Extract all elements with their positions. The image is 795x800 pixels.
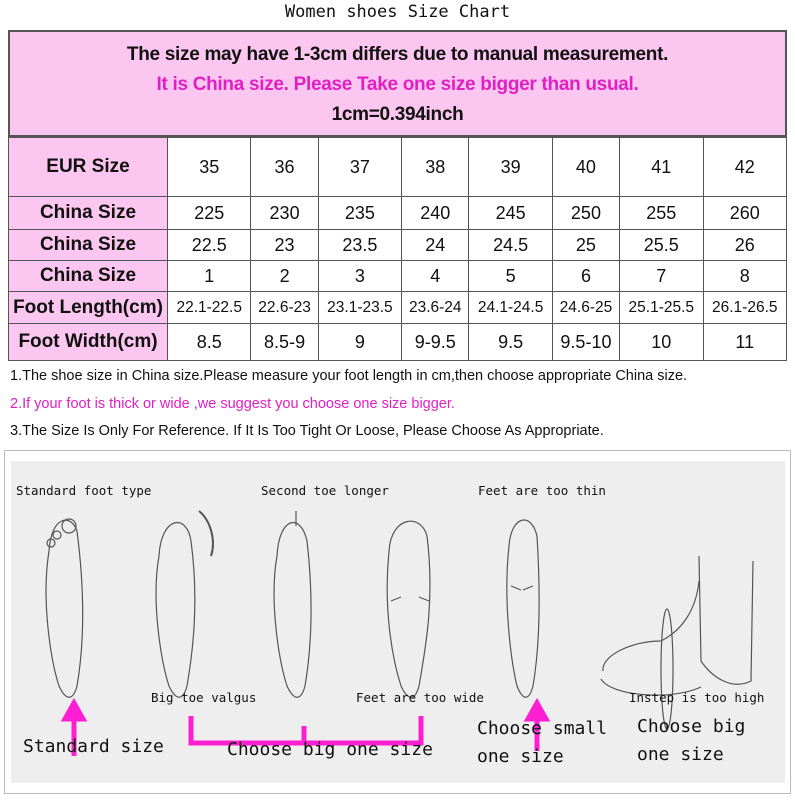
table-cell: 23.6-24 (401, 291, 470, 324)
table-cell: 230 (250, 196, 319, 230)
table-cell: 39 (468, 137, 553, 197)
table-cell: 24.6-25 (551, 291, 621, 324)
table-cell: 5 (468, 260, 553, 292)
table-cell: 8.5-9 (250, 323, 319, 361)
table-cell: 9-9.5 (401, 323, 470, 361)
table-row: China Size 225 230 235 240 245 250 255 260 (8, 196, 788, 230)
table-cell: 24 (401, 229, 470, 261)
table-cell: 25.1-25.5 (619, 291, 704, 324)
size-table: EUR Size 35 36 37 38 39 40 41 42 China Size 225 230… (8, 137, 788, 361)
table-cell: 240 (401, 196, 470, 230)
table-cell: 42 (702, 137, 788, 197)
table-cell: 1 (166, 260, 252, 292)
bracket-choose-big-icon (188, 716, 424, 746)
table-cell: 9 (317, 323, 403, 361)
table-cell: 41 (619, 137, 704, 197)
arrow-up-standard-icon (60, 697, 88, 756)
table-cell: 35 (166, 137, 252, 197)
notice-conversion: 1cm=0.394inch (331, 104, 464, 125)
table-cell: 10 (619, 323, 704, 361)
table-row: EUR Size 35 36 37 38 39 40 41 42 (8, 137, 788, 197)
table-cell: 9.5-10 (551, 323, 621, 361)
table-cell: 7 (619, 260, 704, 292)
table-cell: 260 (702, 196, 788, 230)
notice-china-size: It is China size. Please Take one size b… (156, 74, 639, 95)
notice-measurement: The size may have 1-3cm differs due to m… (126, 44, 669, 65)
note-3: 3.The Size Is Only For Reference. If It … (10, 423, 604, 439)
label-choose-big-one-size: Choose big one size (227, 739, 433, 760)
table-row: Foot Width(cm) 8.5 8.5-9 9 9-9.5 9.5 9.5-10 10 1… (8, 323, 788, 361)
label-standard-size: Standard size (23, 736, 164, 757)
note-2: 2.If your foot is thick or wide ,we sugg… (10, 396, 455, 412)
foot-big-toe-valgus-icon (155, 510, 214, 698)
label-too-thin: Feet are too thin (478, 483, 606, 498)
row-header: China Size (8, 229, 168, 261)
table-cell: 36 (250, 137, 319, 197)
table-cell: 22.5 (166, 229, 252, 261)
table-cell: 6 (551, 260, 621, 292)
table-cell: 245 (468, 196, 553, 230)
page-title: Women shoes Size Chart (284, 2, 511, 22)
table-cell: 3 (317, 260, 403, 292)
notice-banner: The size may have 1-3cm differs due to m… (8, 30, 787, 137)
table-cell: 22.6-23 (250, 291, 319, 324)
row-header: EUR Size (8, 137, 168, 197)
table-cell: 2 (250, 260, 319, 292)
label-instep-high: Instep is too high (629, 690, 765, 705)
table-cell: 22.1-22.5 (166, 291, 252, 324)
table-row: Foot Length(cm) 22.1-22.5 22.6-23 23.1-23.5… (8, 291, 788, 324)
foot-too-thin-icon (506, 519, 540, 698)
table-row: China Size 1 2 3 4 5 6 7 8 (8, 260, 788, 292)
foot-second-toe-icon (273, 511, 312, 698)
foot-side-view-icon (600, 555, 754, 730)
table-cell: 40 (551, 137, 621, 197)
row-header: China Size (8, 260, 168, 292)
foot-type-diagram: Standard foot type Second toe longer Fee… (4, 450, 791, 794)
table-cell: 11 (702, 323, 788, 361)
table-cell: 9.5 (468, 323, 553, 361)
arrow-up-small-icon (523, 697, 551, 751)
foot-too-wide-icon (386, 520, 431, 698)
label-big-toe-valgus: Big toe valgus (151, 690, 257, 705)
table-cell: 26.1-26.5 (702, 291, 788, 324)
table-cell: 24.5 (468, 229, 553, 261)
foot-standard-icon (45, 518, 84, 698)
table-cell: 38 (401, 137, 470, 197)
foot-illustrations (45, 510, 754, 756)
row-header: Foot Width(cm) (8, 323, 168, 361)
label-too-wide: Feet are too wide (356, 690, 484, 705)
table-cell: 8.5 (166, 323, 252, 361)
table-cell: 4 (401, 260, 470, 292)
table-cell: 250 (551, 196, 621, 230)
label-standard-foot-type: Standard foot type (16, 483, 152, 498)
label-choose-small-1: Choose small (477, 718, 608, 739)
table-cell: 23.5 (317, 229, 403, 261)
table-cell: 37 (317, 137, 403, 197)
table-cell: 225 (166, 196, 252, 230)
table-cell: 25.5 (619, 229, 704, 261)
table-cell: 23.1-23.5 (317, 291, 403, 324)
row-header: Foot Length(cm) (8, 291, 168, 324)
table-cell: 25 (551, 229, 621, 261)
table-cell: 8 (702, 260, 788, 292)
table-cell: 26 (702, 229, 788, 261)
label-second-toe: Second toe longer (261, 483, 389, 498)
table-row: China Size 22.5 23 23.5 24 24.5 25 25.5 26 (8, 229, 788, 261)
row-header: China Size (8, 196, 168, 230)
label-choose-big-1: Choose big (637, 716, 746, 737)
table-cell: 235 (317, 196, 403, 230)
label-choose-small-2: one size (477, 746, 564, 767)
note-1: 1.The shoe size in China size.Please mea… (10, 368, 688, 384)
table-cell: 24.1-24.5 (468, 291, 553, 324)
table-cell: 23 (250, 229, 319, 261)
table-cell: 255 (619, 196, 704, 230)
label-choose-big-2: one size (637, 744, 724, 765)
